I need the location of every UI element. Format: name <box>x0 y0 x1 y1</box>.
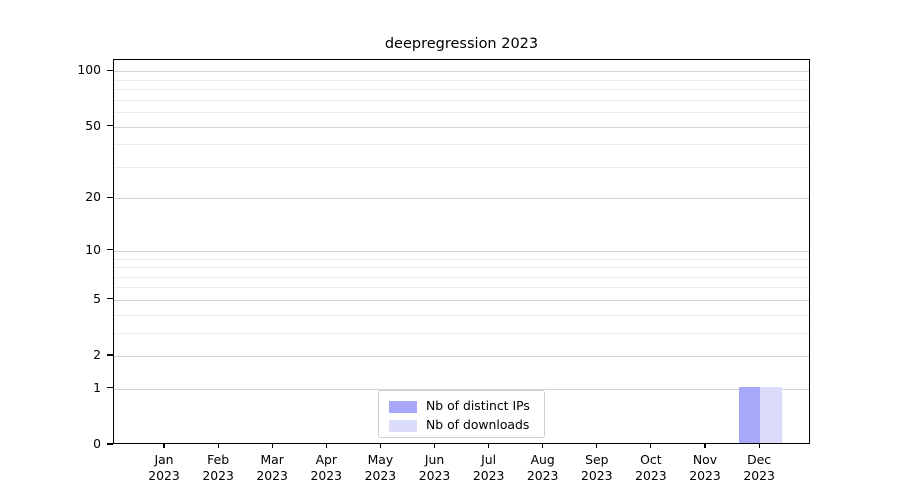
legend-row: Nb of distinct IPs <box>389 397 544 416</box>
x-tick-year: 2023 <box>148 468 180 483</box>
x-tick-label: Sep 2023 <box>567 452 627 484</box>
x-tick-mark <box>488 443 490 448</box>
y-tick-mark <box>107 249 113 251</box>
x-tick-label: Jun 2023 <box>405 452 465 484</box>
x-tick-mark <box>379 443 381 448</box>
x-tick-mark <box>271 443 273 448</box>
x-tick-year: 2023 <box>635 468 667 483</box>
y-tick-label: 0 <box>93 435 101 451</box>
y-tick-label: 10 <box>85 241 101 257</box>
x-tick-month: May <box>367 452 394 467</box>
x-tick-month: Apr <box>315 452 338 467</box>
x-tick-year: 2023 <box>364 468 397 483</box>
y-minor-gridline <box>114 287 809 289</box>
bar <box>738 386 761 443</box>
x-tick-mark <box>542 443 544 448</box>
x-tick-year: 2023 <box>256 468 288 483</box>
plot-area <box>113 59 810 444</box>
legend-label: Nb of distinct IPs <box>426 398 530 414</box>
x-tick-year: 2023 <box>310 468 343 483</box>
y-tick-label: 5 <box>93 290 101 306</box>
x-tick-mark <box>433 443 436 448</box>
x-tick-mark <box>650 443 652 448</box>
x-tick-month: Dec <box>747 452 772 467</box>
y-tick-label: 50 <box>85 117 101 133</box>
x-tick-label: Apr 2023 <box>296 452 356 484</box>
x-tick-month: Sep <box>585 452 609 467</box>
x-tick-mark <box>163 443 165 448</box>
x-tick-month: Oct <box>640 452 662 467</box>
y-minor-gridline <box>114 112 809 114</box>
y-minor-gridline <box>114 166 809 168</box>
x-tick-mark <box>758 443 760 448</box>
x-tick-label: Jan 2023 <box>134 452 194 484</box>
y-minor-gridline <box>114 258 809 260</box>
legend-swatch <box>389 419 417 432</box>
y-minor-gridline <box>114 144 809 146</box>
x-tick-month: Jul <box>481 452 497 467</box>
y-tick-mark <box>107 196 113 198</box>
y-minor-gridline <box>114 314 809 316</box>
y-tick-label: 100 <box>77 62 101 77</box>
x-tick-year: 2023 <box>472 468 505 483</box>
x-tick-year: 2023 <box>202 468 234 483</box>
y-minor-gridline <box>114 332 809 334</box>
x-tick-label: Mar 2023 <box>242 452 302 484</box>
y-major-gridline <box>114 356 809 358</box>
x-tick-label: Dec 2023 <box>729 452 789 484</box>
x-tick-label: Jul 2023 <box>459 452 519 484</box>
y-major-gridline <box>114 299 809 301</box>
y-minor-gridline <box>114 276 809 278</box>
x-tick-label: May 2023 <box>350 452 410 484</box>
bar <box>760 386 782 443</box>
x-tick-mark <box>325 443 327 448</box>
y-minor-gridline <box>114 267 809 269</box>
x-tick-year: 2023 <box>581 468 613 483</box>
y-tick-label: 2 <box>93 346 101 362</box>
y-minor-gridline <box>114 89 809 91</box>
x-tick-mark <box>217 443 219 448</box>
x-tick-month: Mar <box>260 452 284 467</box>
x-tick-label: Nov 2023 <box>675 452 735 484</box>
legend-row: Nb of downloads <box>389 416 544 435</box>
y-minor-gridline <box>114 99 809 101</box>
y-major-gridline <box>114 388 809 390</box>
x-tick-label: Oct 2023 <box>621 452 681 484</box>
y-major-gridline <box>114 198 809 200</box>
y-tick-mark <box>107 69 113 71</box>
y-tick-mark <box>107 387 113 389</box>
x-tick-mark <box>704 443 706 448</box>
y-minor-gridline <box>114 79 809 81</box>
legend-label: Nb of downloads <box>426 417 530 433</box>
x-tick-mark <box>596 443 598 448</box>
y-tick-mark <box>107 298 113 300</box>
x-tick-year: 2023 <box>418 468 451 483</box>
x-tick-month: Nov <box>692 452 718 467</box>
x-tick-month: Feb <box>207 452 230 467</box>
x-tick-year: 2023 <box>689 468 721 483</box>
x-tick-year: 2023 <box>743 468 775 483</box>
x-tick-label: Feb 2023 <box>188 452 248 484</box>
x-tick-label: Aug 2023 <box>513 452 573 484</box>
legend-swatch <box>389 400 417 413</box>
y-tick-label: 1 <box>93 379 101 395</box>
chart-title: deepregression 2023 <box>384 36 539 52</box>
y-major-gridline <box>114 126 809 128</box>
y-major-gridline <box>114 250 809 252</box>
x-tick-year: 2023 <box>526 468 559 483</box>
y-tick-label: 20 <box>85 189 101 205</box>
y-tick-mark <box>107 124 113 127</box>
x-tick-month: Aug <box>530 452 555 467</box>
y-major-gridline <box>114 71 809 73</box>
y-tick-mark <box>107 354 113 356</box>
x-tick-month: Jun <box>424 452 445 467</box>
legend: Nb of distinct IPs Nb of downloads <box>378 390 545 438</box>
x-tick-month: Jan <box>154 452 174 467</box>
y-tick-mark <box>107 443 113 445</box>
